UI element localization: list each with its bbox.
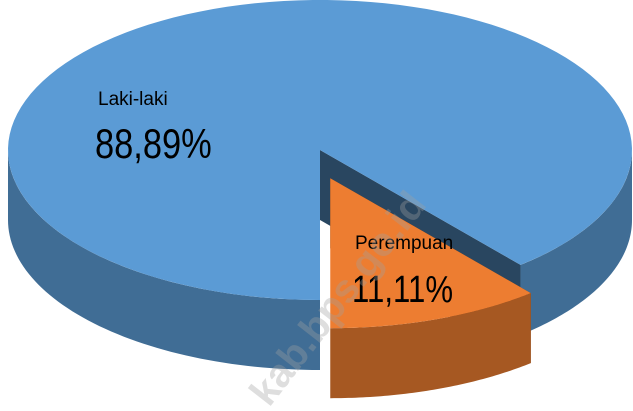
slice-category-label: Perempuan xyxy=(355,233,453,254)
slice-side xyxy=(8,150,320,370)
slice-side xyxy=(330,293,531,399)
slice-side xyxy=(520,150,632,335)
slice-top xyxy=(8,0,632,301)
slice-value-label: 11,11% xyxy=(352,269,453,311)
slice-value-label: 88,89% xyxy=(95,121,212,168)
slice-category-label: Laki-laki xyxy=(98,89,168,110)
slice xyxy=(330,178,531,399)
slice-top xyxy=(330,178,531,329)
